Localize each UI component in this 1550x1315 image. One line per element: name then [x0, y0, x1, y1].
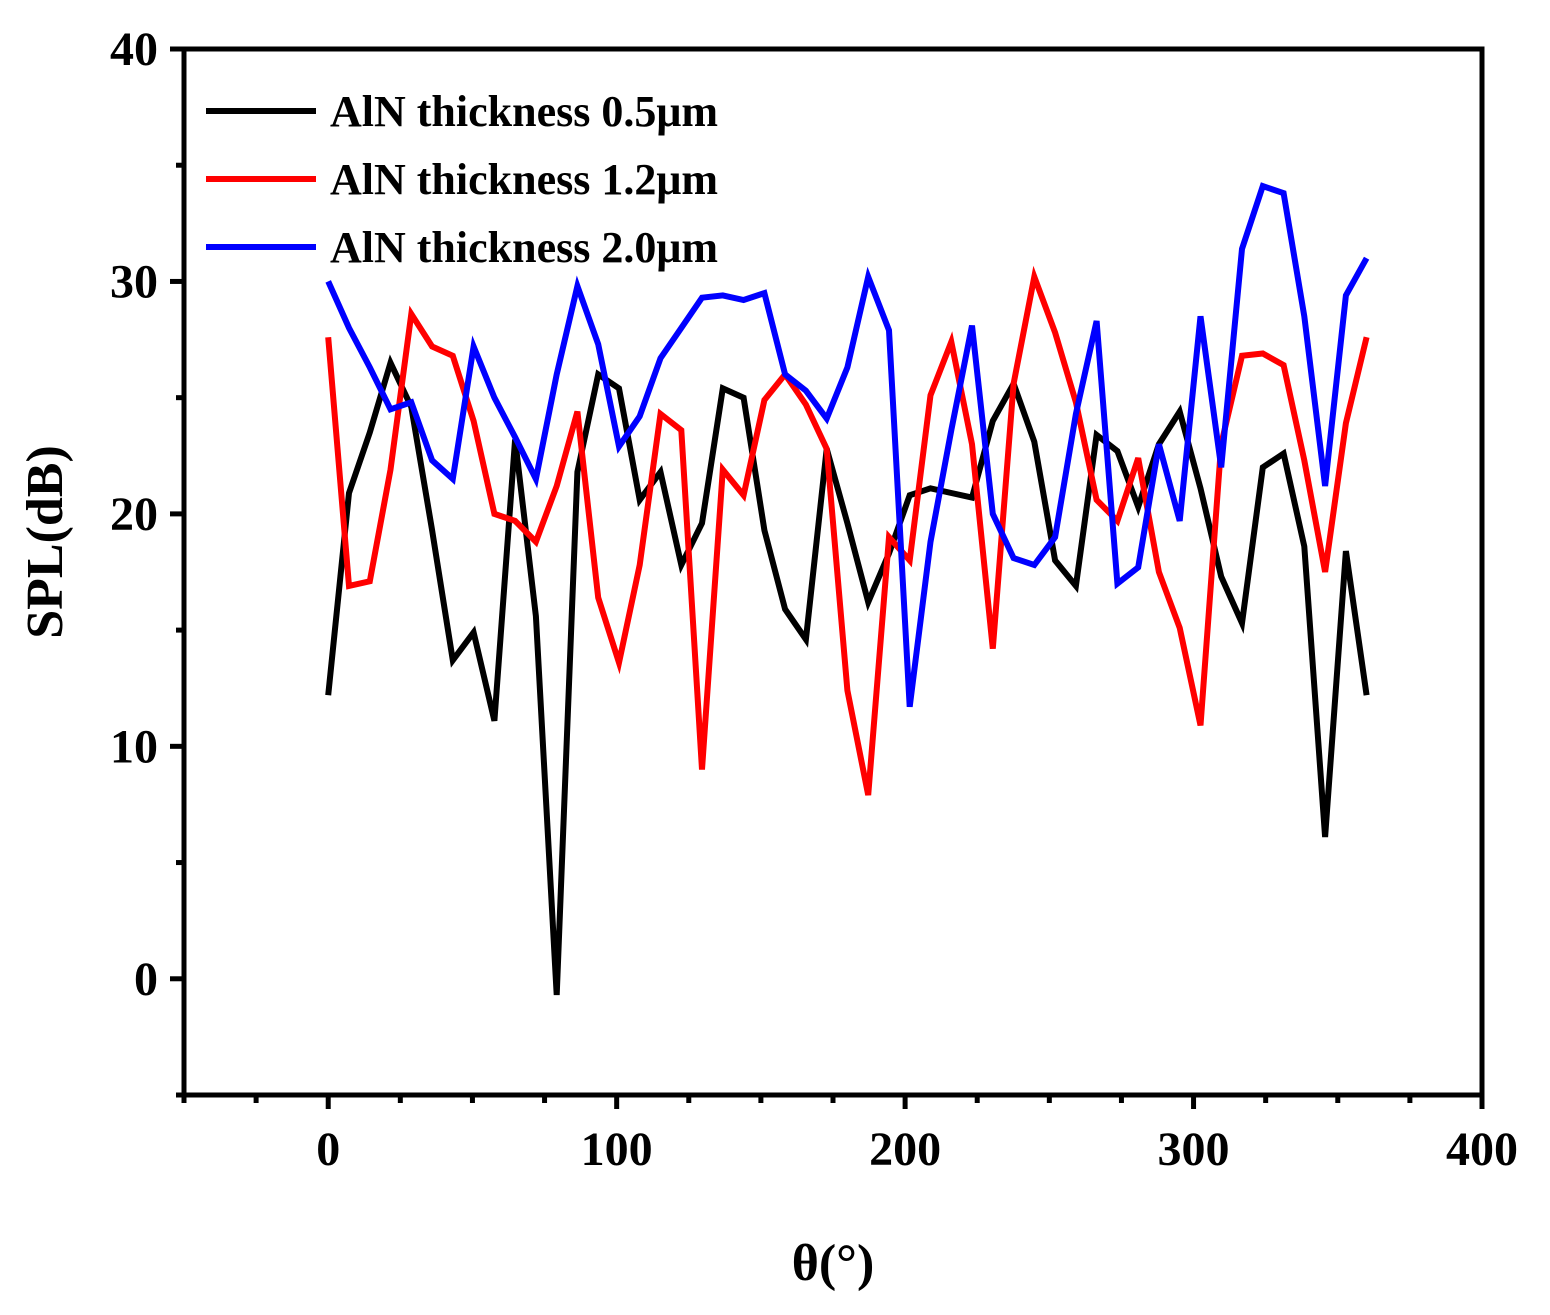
- y-tick-labels: 0 10 20 30 40: [110, 23, 158, 1006]
- x-tick-label: 0: [316, 1123, 340, 1176]
- x-tick-labels: 0 100 200 300 400: [316, 1123, 1518, 1176]
- y-tick-label: 30: [110, 255, 158, 308]
- x-tick-label: 300: [1158, 1123, 1230, 1176]
- series-line-1: [325, 354, 1370, 996]
- y-tick-label: 10: [110, 720, 158, 773]
- y-tick-label: 40: [110, 23, 158, 76]
- y-axis-label: SPL(dB): [17, 445, 74, 639]
- legend-label-1: AlN thickness 0.5μm: [330, 87, 718, 136]
- x-axis-label: θ(°): [792, 1235, 875, 1292]
- legend-label-3: AlN thickness 2.0μm: [330, 223, 718, 272]
- legend-label-2: AlN thickness 1.2μm: [330, 155, 718, 204]
- series-lines: [325, 182, 1370, 996]
- y-tick-label: 20: [110, 488, 158, 541]
- series-line-3: [325, 182, 1370, 708]
- x-tick-label: 400: [1446, 1123, 1518, 1176]
- y-tick-label: 0: [134, 953, 158, 1006]
- x-tick-label: 100: [581, 1123, 653, 1176]
- legend: AlN thickness 0.5μm AlN thickness 1.2μm Al…: [206, 87, 718, 272]
- x-tick-label: 200: [869, 1123, 941, 1176]
- axis-ticks: [170, 46, 1485, 1109]
- series-line-2: [325, 265, 1370, 796]
